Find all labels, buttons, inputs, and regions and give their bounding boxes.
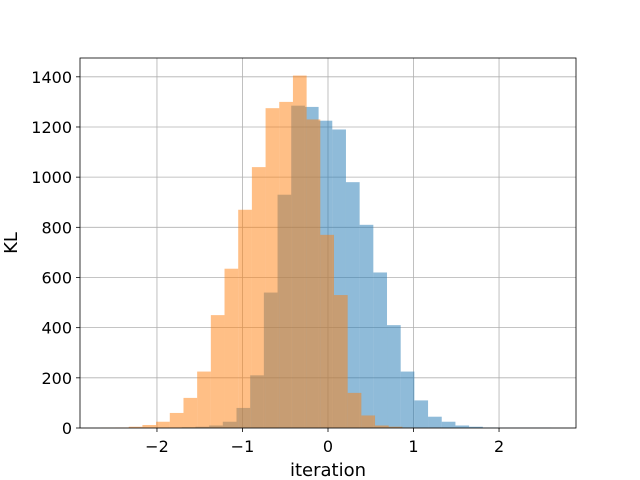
histogram-bar-series-2 — [279, 101, 293, 428]
histogram-bar-series-2 — [183, 397, 198, 428]
histogram-bar-series-2 — [156, 421, 170, 428]
histogram-bar-series-2 — [320, 234, 334, 428]
axis-ticks: −2 −1 0 1 2 0 200 400 600 800 1000 1200 1400 — [31, 68, 504, 456]
x-tick-label: 1 — [408, 437, 418, 456]
y-tick-label: 800 — [41, 218, 72, 237]
histogram-bar-series-2 — [333, 295, 348, 428]
histogram-bar-series-2 — [238, 209, 252, 428]
y-tick-label: 600 — [41, 268, 72, 287]
x-axis-title: iteration — [290, 460, 366, 480]
histogram-bar-series-1 — [441, 421, 456, 428]
histogram-bar-series-2 — [210, 315, 225, 428]
histogram-bar-series-2 — [375, 425, 389, 428]
histogram-bar-series-2 — [265, 108, 280, 428]
y-tick-label: 1000 — [31, 168, 72, 187]
y-tick-label: 400 — [41, 319, 72, 338]
histogram-bar-series-1 — [414, 400, 429, 428]
histogram-bar-series-2 — [306, 119, 321, 428]
histogram-bar-series-1 — [400, 371, 415, 428]
y-tick-label: 1400 — [31, 68, 72, 87]
histogram-bar-series-1 — [469, 426, 483, 428]
histogram-bar-series-2 — [251, 167, 266, 428]
histogram-bar-series-1 — [373, 272, 388, 428]
histogram-bar-series-2 — [224, 268, 239, 428]
histogram-bar-series-1 — [387, 325, 401, 428]
x-tick-label: −2 — [145, 437, 169, 456]
x-tick-label: 0 — [323, 437, 333, 456]
x-tick-label: −1 — [231, 437, 255, 456]
histogram-bar-series-1 — [359, 224, 374, 428]
histogram-bar-series-1 — [345, 182, 360, 428]
y-tick-label: 200 — [41, 369, 72, 388]
histogram-bar-series-2 — [292, 75, 307, 428]
histogram-bar-series-1 — [428, 416, 442, 428]
histogram-bars — [101, 75, 552, 429]
histogram-bar-series-1 — [455, 425, 470, 428]
histogram-bar-series-2 — [197, 371, 211, 428]
y-tick-label: 0 — [62, 419, 72, 438]
histogram-bar-series-2 — [169, 412, 184, 428]
histogram-bar-series-2 — [128, 426, 143, 428]
histogram-bar-series-2 — [388, 426, 403, 428]
y-tick-label: 1200 — [31, 118, 72, 137]
y-axis-title: KL — [1, 232, 22, 254]
x-tick-label: 2 — [494, 437, 504, 456]
histogram-bar-series-2 — [361, 415, 376, 428]
histogram-bar-series-2 — [142, 424, 157, 428]
histogram-bar-series-2 — [347, 392, 362, 428]
